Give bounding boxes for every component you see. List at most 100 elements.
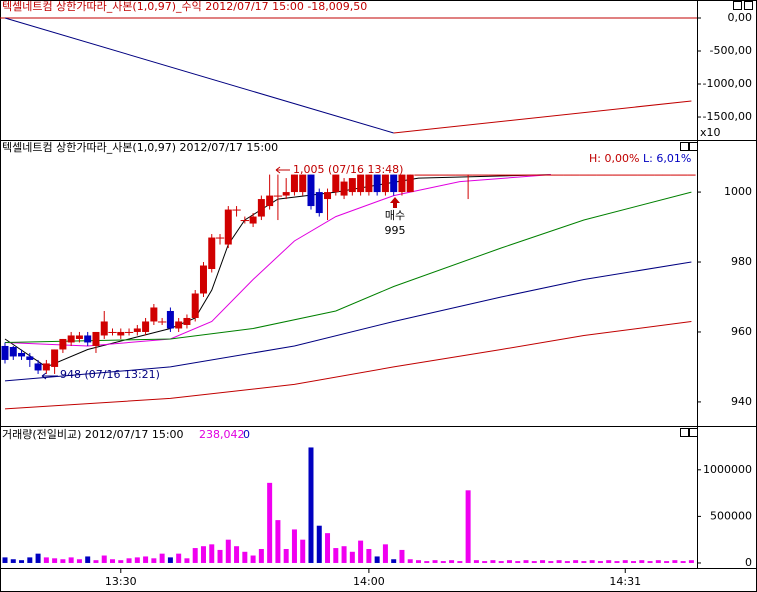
- candle-body: [257, 199, 265, 217]
- volume-bar: [2, 557, 8, 563]
- volume-bar: [349, 551, 355, 563]
- volume-bar: [217, 549, 223, 563]
- candle-body: [365, 174, 373, 193]
- volume-bar: [498, 561, 504, 563]
- candle-body: [398, 174, 406, 193]
- panel-title: 텍셀네트컴 상한가따라_사본(1,0,97) 2012/07/17 15:00: [2, 141, 278, 154]
- x-tick-label: 14:00: [353, 575, 385, 588]
- volume-bar: [126, 558, 132, 563]
- volume-bar: [27, 557, 33, 563]
- volume-bar: [366, 548, 372, 563]
- panel-title: 거래량(전일비교) 2012/07/17 15:00: [2, 427, 184, 441]
- x-tick-label: 14:31: [609, 575, 641, 588]
- volume-bar: [234, 546, 240, 563]
- close-button[interactable]: [689, 142, 698, 151]
- candle-body: [290, 174, 298, 193]
- candle-body: [34, 363, 42, 371]
- volume-bar: [688, 560, 694, 563]
- volume-bar: [358, 540, 364, 563]
- candle-body: [51, 349, 59, 367]
- candle-body: [497, 174, 506, 176]
- candle-body: [249, 216, 257, 224]
- volume-bar: [200, 546, 206, 563]
- volume-bar: [176, 553, 182, 563]
- candle-body: [84, 335, 92, 343]
- volume-bar: [267, 482, 273, 563]
- y-tick-label: -1000,00: [703, 77, 752, 90]
- volume-bar: [85, 556, 91, 563]
- x-tick-label: 13:30: [105, 575, 137, 588]
- volume-bar: [225, 539, 231, 563]
- candle-body: [59, 338, 67, 350]
- candle-body: [150, 307, 158, 322]
- candle-body: [108, 331, 117, 333]
- candle-body: [157, 321, 167, 323]
- volume-bar: [151, 558, 157, 563]
- candle-body: [315, 192, 323, 214]
- minimize-button[interactable]: [680, 142, 689, 151]
- candle-body: [9, 347, 17, 357]
- candle-body: [67, 335, 75, 343]
- candle-body: [637, 174, 646, 176]
- buy-arrow: [390, 197, 400, 208]
- minimize-button[interactable]: [680, 428, 689, 437]
- volume-bar: [35, 553, 41, 563]
- buy-label: 매수: [385, 209, 405, 222]
- volume-bar: [449, 560, 455, 563]
- candle-body: [687, 174, 696, 176]
- candle-body: [463, 174, 473, 176]
- y-tick-label: 0,00: [728, 11, 753, 24]
- volume-bar: [110, 559, 116, 563]
- y-tick-label: 980: [731, 255, 752, 268]
- volume-bar: [325, 533, 331, 563]
- volume-bar: [515, 561, 521, 563]
- volume-bar: [556, 560, 562, 563]
- volume-bar: [465, 490, 471, 563]
- volume-bar: [308, 447, 314, 563]
- low-label: L: 6,01%: [643, 152, 691, 165]
- volume-bar: [19, 560, 25, 563]
- volume-bar: [672, 560, 678, 563]
- candle-body: [224, 209, 232, 245]
- candle-body: [199, 265, 207, 294]
- candle-body: [390, 174, 398, 193]
- y-tick-label: 940: [731, 395, 752, 408]
- panel-buttons: [680, 1, 753, 437]
- close-button[interactable]: [689, 428, 698, 437]
- volume-bar: [184, 558, 190, 563]
- volume-bar: [457, 561, 463, 563]
- candle-body: [604, 174, 613, 176]
- annotation: 1,005 (07/16 13:48): [293, 163, 403, 176]
- candle-body: [324, 192, 332, 200]
- volume-bar: [68, 557, 74, 563]
- volume-bar: [581, 561, 587, 563]
- candle-body: [100, 321, 108, 336]
- volume-bar: [540, 560, 546, 563]
- volume-bar: [416, 560, 421, 563]
- y-tick-label: 960: [731, 325, 752, 338]
- volume-bar: [407, 559, 413, 563]
- candle-body: [266, 195, 274, 207]
- candle-body: [472, 174, 481, 176]
- volume-bar: [440, 561, 446, 563]
- panel-title: 텍셀네트컴 상한가따라_사본(1,0,97)_수익 2012/07/17 15:…: [2, 0, 367, 13]
- volume-bar: [143, 556, 149, 563]
- candle-body: [645, 174, 655, 176]
- annotation-arrow: [275, 166, 290, 174]
- volume-bar: [573, 560, 579, 563]
- volume-bar: [93, 560, 99, 563]
- candle-body: [546, 174, 556, 176]
- volume-bar: [589, 560, 595, 563]
- minimize-button[interactable]: [733, 1, 742, 10]
- candle-body: [332, 174, 340, 193]
- y-tick-label: 1000: [724, 185, 752, 198]
- candle-body: [563, 174, 572, 176]
- candle-body: [406, 174, 414, 193]
- candle-body: [166, 310, 174, 329]
- candle-body: [521, 174, 531, 176]
- line-series: [393, 100, 692, 134]
- volume-bar: [506, 560, 512, 563]
- annotation: 948 (07/16 13:21): [60, 368, 160, 381]
- close-button[interactable]: [744, 1, 753, 10]
